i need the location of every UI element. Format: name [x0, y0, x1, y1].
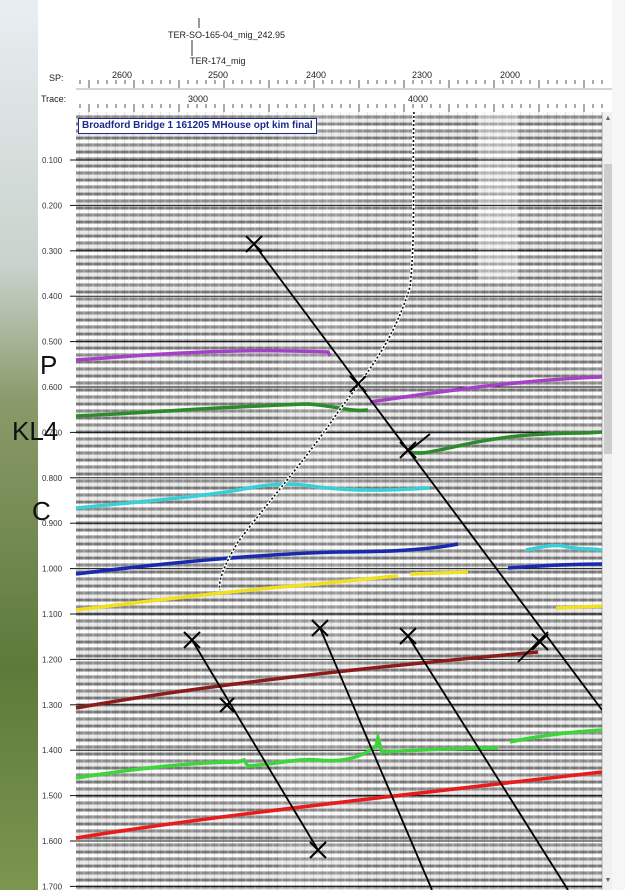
well-label-1: TER-SO-165-04_mig_242.95: [168, 30, 286, 40]
fault-line: [407, 635, 569, 890]
time-tick-label: 1.000: [42, 565, 63, 574]
time-tick-label: 0.800: [42, 474, 63, 483]
time-tick-label: 1.100: [42, 610, 63, 619]
scrollbar-thumb[interactable]: [604, 164, 612, 454]
sp-tick: 2500: [208, 70, 229, 80]
horizon-dark-green-right: [409, 430, 602, 455]
trace-label: Trace:: [41, 94, 67, 104]
fault-line: [319, 627, 433, 890]
sp-tick: 2600: [112, 70, 133, 80]
time-tick-label: 0.600: [42, 383, 63, 392]
horizon-cyan-right: [525, 543, 602, 552]
axis-ticks: [76, 18, 612, 112]
sp-tick: 2400: [306, 70, 327, 80]
time-tick-label: 1.700: [42, 882, 63, 890]
horizon-yellow: [75, 574, 399, 612]
horizon-label-p: P: [40, 350, 58, 380]
time-tick-label: 1.500: [42, 792, 63, 801]
axis-header: TER-SO-165-04_mig_242.95 TER-174_mig SP:…: [38, 0, 612, 112]
fault-line: [253, 243, 602, 711]
vertical-scrollbar[interactable]: ▲ ▼: [602, 112, 612, 890]
time-tick-label: 1.200: [42, 655, 63, 664]
seismic-section: 0.100 0.200 0.300 0.400 0.500 0.600 0.700 0.800…: [38, 112, 602, 890]
time-tick-label: 0.500: [42, 338, 63, 347]
horizon-blue: [75, 542, 459, 576]
horizon-label-kl4: KL4: [12, 416, 59, 446]
seismic-viewer-window: TER-SO-165-04_mig_242.95 TER-174_mig SP:…: [38, 0, 612, 890]
horizon-bright-green: [75, 731, 499, 780]
trace-tick: 4000: [408, 94, 429, 104]
time-tick-label: 0.400: [42, 292, 63, 301]
trace-tick: 3000: [188, 94, 209, 104]
fault-line: [517, 631, 549, 663]
time-tick-label: 1.400: [42, 746, 63, 755]
horizon-bright-green-right: [509, 728, 602, 744]
horizon-yellow-right: [555, 604, 602, 610]
horizon-purple-right: [369, 375, 602, 404]
horizon-purple: [75, 348, 332, 362]
time-tick-label: 0.700: [42, 428, 63, 437]
horizon-dark-green: [75, 402, 369, 418]
well-label-2: TER-174_mig: [190, 56, 246, 66]
fault-line: [409, 433, 431, 451]
sp-tick: 2000: [500, 70, 521, 80]
horizon-label-c: C: [32, 496, 51, 526]
time-tick-label: 1.600: [42, 837, 63, 846]
triangle-up-icon[interactable]: ▲: [604, 115, 612, 122]
horizon-blue-right: [507, 562, 602, 570]
time-tick-label: 0.900: [42, 519, 63, 528]
well-path-dots: [218, 112, 415, 591]
horizon-maroon: [75, 650, 539, 710]
sp-label: SP:: [49, 73, 64, 83]
time-tick-label: 0.300: [42, 247, 63, 256]
time-tick-label: 0.100: [42, 156, 63, 165]
fault-line: [191, 639, 319, 851]
fault-markers: [183, 235, 549, 859]
triangle-down-icon[interactable]: ▼: [604, 877, 612, 884]
horizon-yellow-mid: [409, 570, 469, 576]
section-title: Broadford Bridge 1 161205 MHouse opt kim…: [78, 118, 317, 134]
sp-tick: 2300: [412, 70, 433, 80]
time-tick-label: 1.300: [42, 701, 63, 710]
time-tick-label: 0.200: [42, 201, 63, 210]
horizon-cyan: [75, 482, 431, 510]
